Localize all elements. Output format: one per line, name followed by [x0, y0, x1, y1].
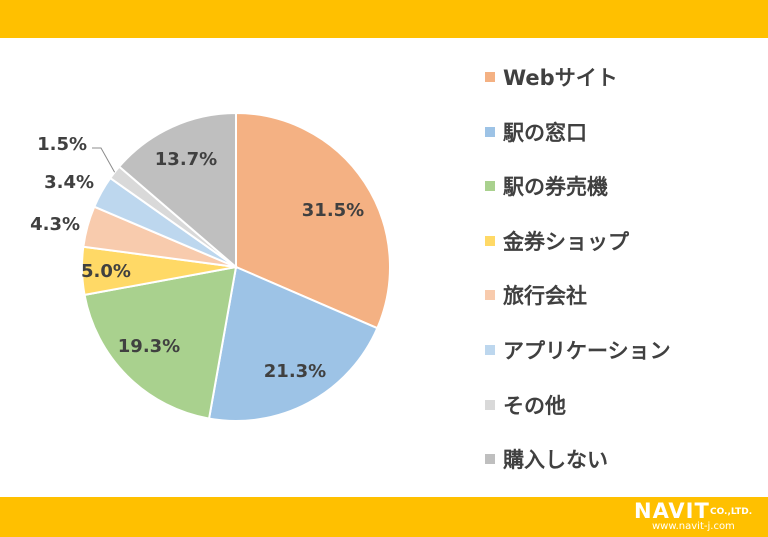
legend-swatch: [485, 290, 495, 301]
legend-item: 旅行会社: [485, 282, 587, 308]
pie-slice-8: [117, 111, 237, 270]
legend-label: 駅の窓口: [503, 120, 587, 145]
leader-line: [92, 147, 116, 173]
legend-swatch: [485, 126, 495, 137]
logo-name: NAVIT: [634, 499, 710, 523]
legend-item: Webサイト: [485, 64, 618, 90]
header-bar: [0, 0, 768, 38]
logo-url: www.navit-j.com: [652, 521, 735, 532]
slice-value-label: 19.3%: [118, 336, 180, 357]
legend-label: 購入しない: [503, 448, 608, 473]
navit-logo: NAVIT CO.,LTD. www.navit-j.com: [634, 500, 762, 534]
slice-value-label: 5.0%: [81, 261, 131, 282]
pie-slice-1: [235, 111, 391, 330]
legend-item: その他: [485, 392, 566, 418]
legend-label: Webサイト: [503, 66, 618, 90]
pie-slice-2: [207, 265, 379, 422]
legend-swatch: [485, 235, 495, 246]
footer-bar: [0, 497, 768, 537]
slice-value-label: 1.5%: [37, 134, 87, 155]
legend-label: アプリケーション: [503, 339, 671, 363]
slice-value-label: 31.5%: [302, 200, 364, 221]
legend-item: 金券ショップ: [485, 228, 629, 254]
legend-swatch: [485, 72, 495, 82]
legend-item: 駅の券売機: [485, 173, 608, 199]
legend-swatch: [485, 345, 495, 355]
slice-value-label: 21.3%: [264, 361, 326, 382]
pie-slice-3: [83, 265, 238, 420]
legend-item: アプリケーション: [485, 337, 671, 363]
slice-value-label: 13.7%: [155, 149, 217, 170]
logo-suffix: CO.,LTD.: [710, 507, 753, 517]
legend-item: 駅の窓口: [485, 119, 587, 145]
legend-label: 駅の券売機: [503, 175, 608, 200]
slice-value-label: 3.4%: [44, 172, 94, 193]
legend-label: その他: [503, 393, 566, 418]
legend-label: 金券ショップ: [503, 229, 629, 254]
legend-swatch: [485, 181, 495, 192]
legend-item: 購入しない: [485, 446, 608, 472]
legend-label: 旅行会社: [503, 284, 587, 309]
legend-swatch: [485, 454, 495, 465]
legend-swatch: [485, 399, 495, 410]
slice-value-label: 4.3%: [30, 214, 80, 235]
